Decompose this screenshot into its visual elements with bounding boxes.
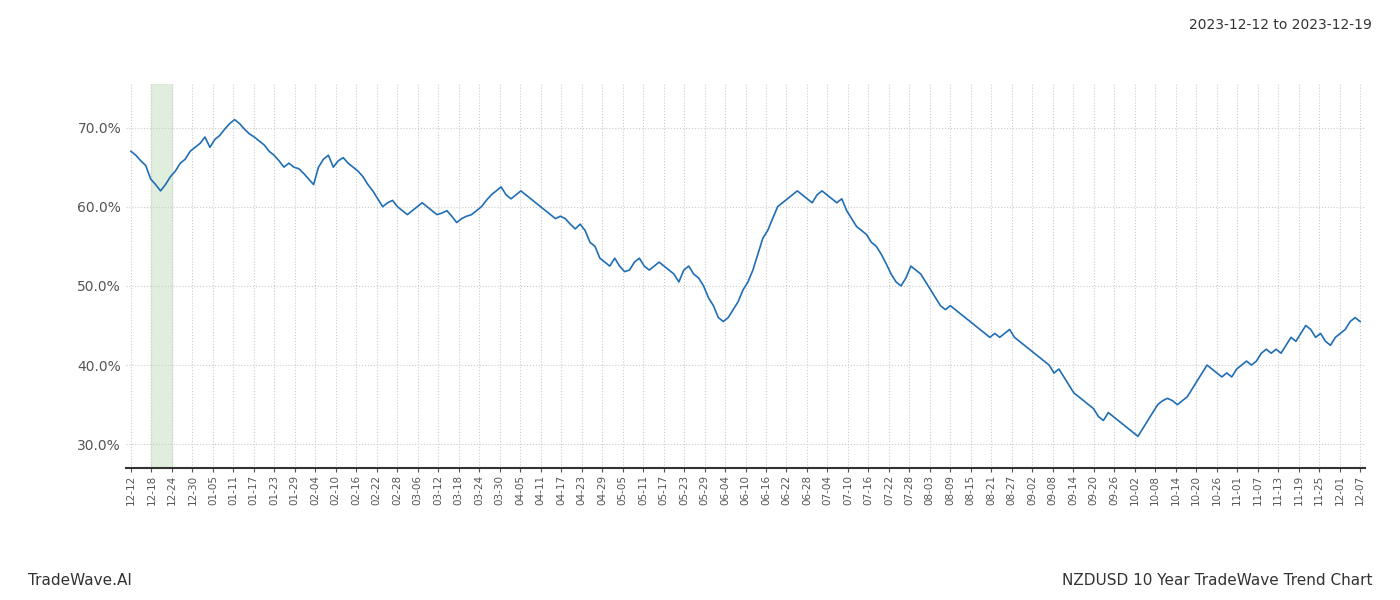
Bar xyxy=(151,84,172,468)
Text: TradeWave.AI: TradeWave.AI xyxy=(28,573,132,588)
Text: 2023-12-12 to 2023-12-19: 2023-12-12 to 2023-12-19 xyxy=(1189,18,1372,32)
Text: NZDUSD 10 Year TradeWave Trend Chart: NZDUSD 10 Year TradeWave Trend Chart xyxy=(1061,573,1372,588)
